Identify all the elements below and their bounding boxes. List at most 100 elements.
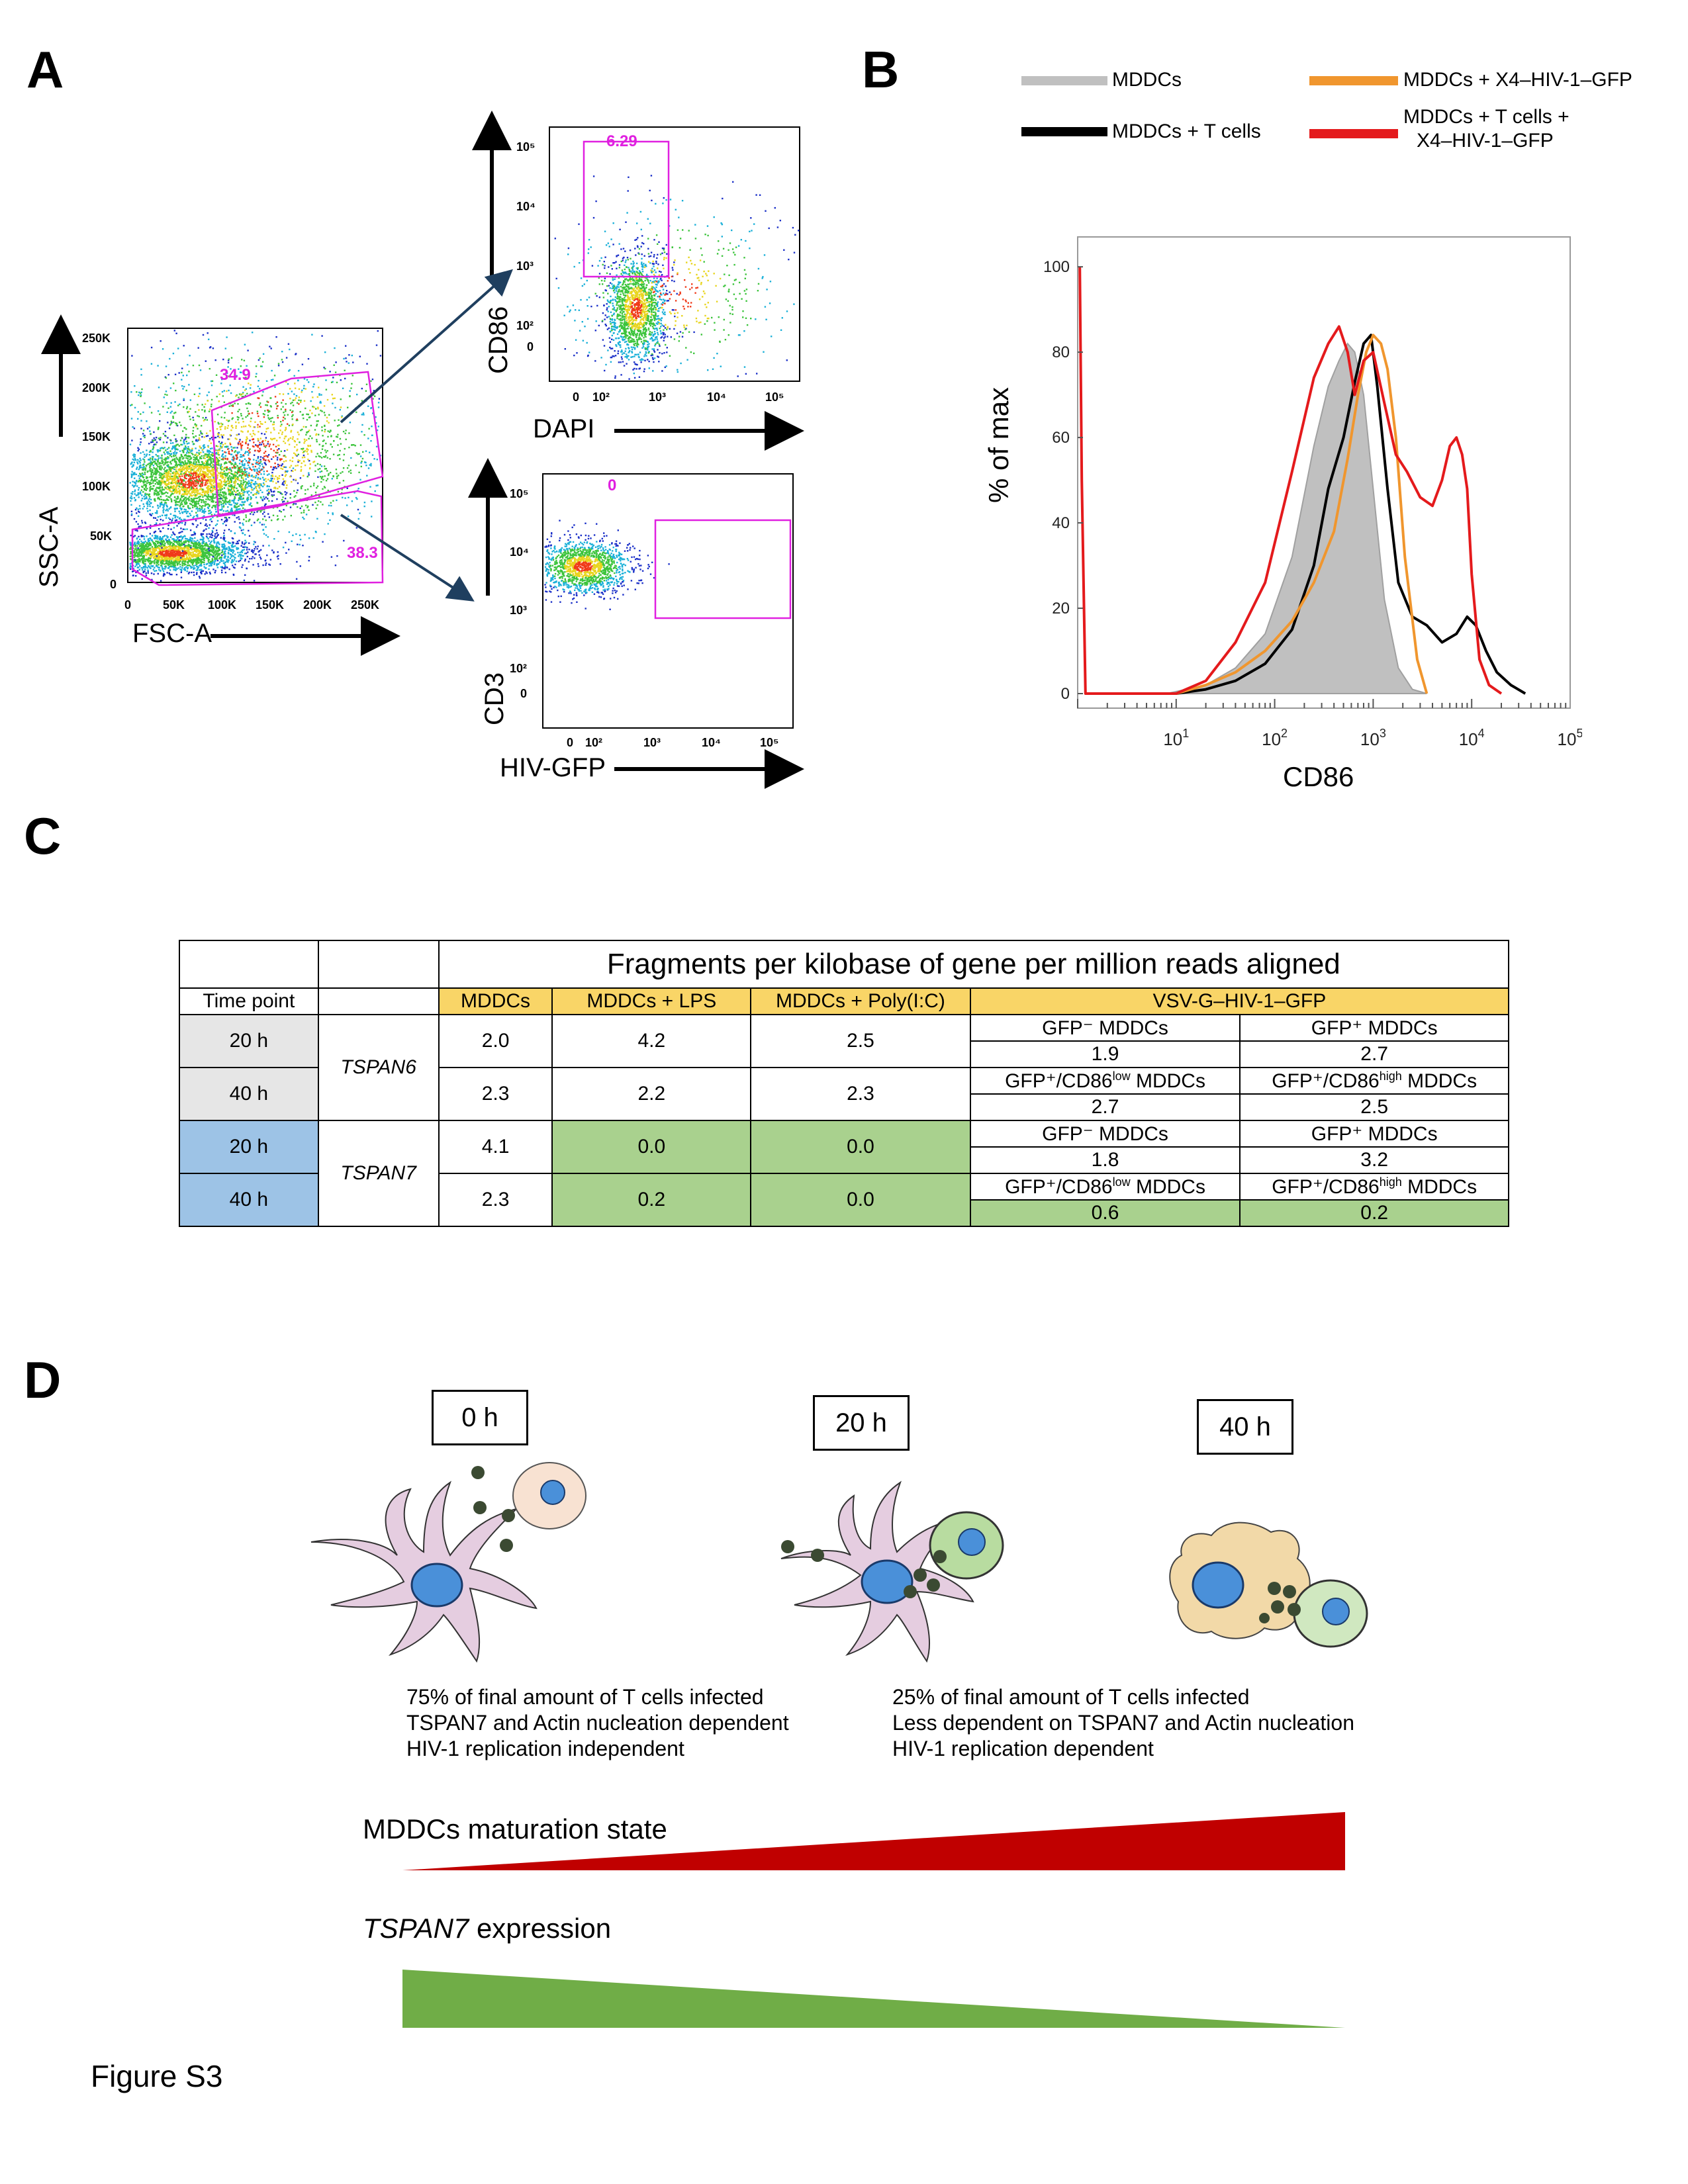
panel-letter-a: A	[26, 40, 64, 99]
gate-label-34-9: 34.9	[220, 366, 251, 384]
dendritic-cell-20h	[780, 1480, 974, 1663]
fsc-tick: 100K	[208, 598, 237, 612]
table-main-header: Fragments per kilobase of gene per milli…	[438, 940, 1510, 989]
histogram-x-minor-ticks	[1077, 699, 1567, 708]
gfp-tick: 0	[567, 736, 574, 749]
timepoint-box-40h: 40 h	[1197, 1399, 1293, 1455]
fpkm-table: Fragments per kilobase of gene per milli…	[179, 940, 1510, 1227]
ssc-tick: 50K	[90, 529, 113, 543]
legend-label-mddcs-hiv: MDDCs + X4–HIV-1–GFP	[1403, 69, 1632, 91]
dapi-tick: 10⁴	[707, 390, 726, 404]
tspan7-expression-label: TSPAN7 expression	[363, 1913, 612, 1944]
cd86-histogram: 0 20 40 60 80 100 101 102 103 104 105	[1043, 236, 1582, 749]
cd3-axis-label: CD3	[480, 672, 509, 725]
legend-swatch-mddcs-tcells	[1021, 127, 1107, 136]
cell-illustrations	[310, 1462, 1368, 1663]
time-cell: 40 h	[179, 1067, 319, 1121]
value-cell: 2.3	[438, 1067, 553, 1121]
gene-tspan6: TSPAN6	[317, 1014, 440, 1121]
dapi-tick: 0	[573, 390, 580, 404]
maturation-wedge	[402, 1812, 1345, 1870]
dendritic-cell-40h	[1169, 1522, 1311, 1639]
panel-letter-b: B	[862, 40, 900, 99]
y-tick-label: 40	[1052, 514, 1070, 532]
fsc-tick: 250K	[351, 598, 380, 612]
gate-label-6-29: 6.29	[606, 132, 637, 150]
gate-38-3	[131, 490, 384, 586]
gene-tspan7: TSPAN7	[317, 1120, 440, 1227]
value-cell: 2.7	[1239, 1040, 1509, 1068]
value-cell: 1.8	[969, 1146, 1241, 1174]
sub-label-gfp-neg: GFP⁻ MDDCs	[969, 1120, 1241, 1148]
phase2-line3: HIV-1 replication dependent	[892, 1737, 1154, 1760]
header-mddcs-polyic: MDDCs + Poly(I:C)	[750, 987, 971, 1015]
sub-label-cd86-high: GFP⁺/CD86high MDDCs	[1239, 1067, 1509, 1095]
maturation-label: MDDCs maturation state	[363, 1813, 667, 1844]
histogram-series	[1078, 267, 1526, 695]
dapi-tick: 10³	[649, 390, 667, 404]
ssc-tick: 200K	[82, 381, 111, 394]
sub-label-gfp-pos: GFP⁺ MDDCs	[1239, 1014, 1509, 1042]
value-cell: 4.2	[551, 1014, 752, 1068]
header-vsv-g-hiv: VSV-G–HIV-1–GFP	[969, 987, 1510, 1015]
legend-swatch-mddcs-hiv	[1309, 76, 1398, 85]
fsc-tick: 150K	[256, 598, 285, 612]
sub-label-cd86-low: GFP⁺/CD86low MDDCs	[969, 1067, 1241, 1095]
panel-letter-c: C	[24, 807, 62, 865]
fsc-tick: 200K	[303, 598, 332, 612]
fsc-ssc-events	[129, 330, 382, 582]
dapi-tick: 10⁵	[765, 390, 784, 404]
figure-label: Figure S3	[91, 2059, 223, 2093]
hiv-particles-40h	[1259, 1582, 1301, 1623]
histogram-series-mddcs	[1166, 342, 1427, 694]
gfp-cd3-plot-frame	[542, 473, 794, 729]
phase2-line2: Less dependent on TSPAN7 and Actin nucle…	[892, 1711, 1354, 1735]
gfp-tick: 10²	[585, 736, 603, 749]
hiv-particles-0h	[471, 1466, 515, 1552]
t-cell-0h	[512, 1462, 586, 1529]
histogram-x-axis-label: CD86	[1283, 761, 1354, 792]
cd86-tick: 10³	[516, 259, 534, 273]
value-cell: 2.0	[438, 1014, 553, 1068]
y-tick-label: 100	[1043, 258, 1070, 276]
ssc-tick: 100K	[82, 480, 111, 493]
tspan7-wedge	[402, 1970, 1345, 2028]
cd86-tick: 0	[527, 340, 534, 353]
header-mddcs: MDDCs	[438, 987, 553, 1015]
value-cell: 0.2	[551, 1173, 752, 1227]
fsc-axis-label: FSC-A	[132, 619, 212, 648]
dapi-axis-label: DAPI	[533, 414, 595, 443]
sub-label-gfp-pos: GFP⁺ MDDCs	[1239, 1120, 1509, 1148]
value-cell: 2.3	[750, 1067, 971, 1121]
cd3-tick: 10⁵	[510, 487, 529, 500]
gate-label-38-3: 38.3	[347, 544, 378, 562]
t-cell-20h	[929, 1511, 1004, 1580]
legend-label-mddcs-tcells-hiv-1: MDDCs + T cells +	[1403, 106, 1570, 128]
panel-a-flow-plots	[41, 111, 804, 789]
value-cell: 4.1	[438, 1120, 553, 1174]
histogram-y-axis-label: % of max	[983, 387, 1014, 503]
value-cell: 1.9	[969, 1040, 1241, 1068]
ssc-axis-label: SSC-A	[34, 506, 64, 588]
timepoint-box-0h: 0 h	[432, 1390, 528, 1445]
gfp-tick: 10³	[643, 736, 661, 749]
time-cell: 40 h	[179, 1173, 319, 1227]
sub-label-cd86-low: GFP⁺/CD86low MDDCs	[969, 1173, 1241, 1201]
legend-label-mddcs: MDDCs	[1112, 69, 1182, 91]
cd3-tick: 10³	[510, 604, 528, 617]
fsc-tick: 0	[124, 598, 132, 612]
phase1-line1: 75% of final amount of T cells infected	[406, 1685, 764, 1709]
ssc-tick: 150K	[82, 430, 111, 443]
y-tick-label: 20	[1052, 600, 1070, 617]
value-cell: 0.0	[750, 1173, 971, 1227]
gate-label-0: 0	[608, 477, 617, 494]
value-cell: 0.6	[969, 1199, 1241, 1227]
connector-arrow-lower	[340, 514, 475, 602]
legend-swatch-mddcs-tcells-hiv	[1309, 129, 1398, 138]
x-tick-label: 101	[1163, 727, 1189, 749]
time-cell: 20 h	[179, 1014, 319, 1068]
gfp-tick: 10⁵	[760, 736, 779, 749]
cd86-tick: 10⁴	[516, 200, 536, 213]
x-tick-label: 104	[1459, 727, 1485, 749]
sub-label-cd86-high: GFP⁺/CD86high MDDCs	[1239, 1173, 1509, 1201]
